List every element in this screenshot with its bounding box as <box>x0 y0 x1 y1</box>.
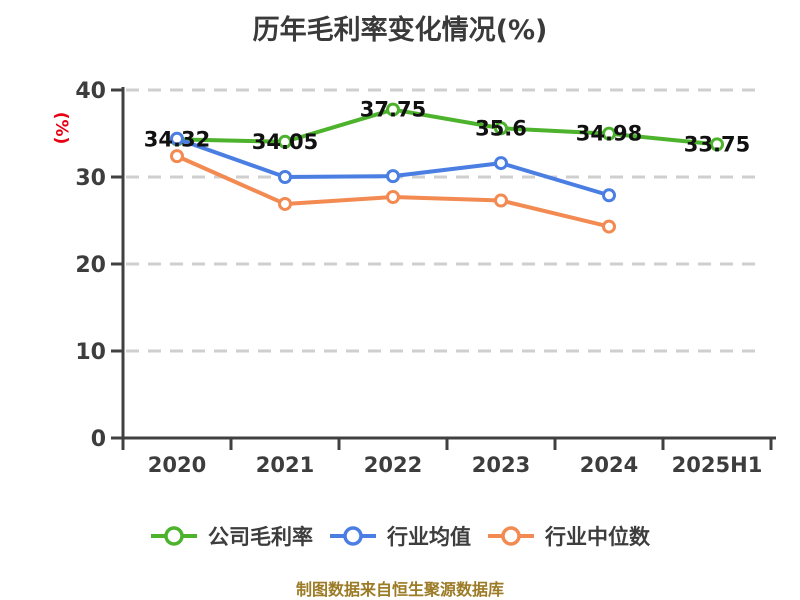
value-label: 37.75 <box>360 98 426 122</box>
legend-line-marker-icon <box>330 526 376 546</box>
data-point <box>494 156 508 171</box>
data-point <box>386 169 400 184</box>
x-tick-label: 2020 <box>148 453 206 477</box>
data-point <box>602 219 616 234</box>
legend: 公司毛利率 行业均值 行业中位数 <box>0 521 800 551</box>
legend-marker-circle <box>164 526 184 546</box>
y-tick-label: 10 <box>75 340 106 365</box>
data-point <box>278 196 292 211</box>
x-tick-label: 2024 <box>580 453 638 477</box>
data-point <box>170 131 184 146</box>
y-tick-label: 40 <box>75 79 106 104</box>
data-point <box>278 170 292 184</box>
data-point <box>602 188 616 203</box>
legend-item-0: 公司毛利率 <box>150 521 313 551</box>
x-tick-label: 2025H1 <box>672 453 763 477</box>
legend-label: 行业中位数 <box>545 525 650 549</box>
legend-line-marker-icon <box>151 526 197 546</box>
value-label: 34.05 <box>252 130 318 154</box>
data-point <box>494 121 508 136</box>
data-point <box>170 149 184 164</box>
legend-marker-circle <box>343 526 363 546</box>
legend-item-2: 行业中位数 <box>487 521 650 551</box>
data-point <box>278 134 292 149</box>
legend-line-marker-icon <box>488 526 534 546</box>
data-point <box>386 102 400 117</box>
y-tick-label: 20 <box>75 253 106 278</box>
data-point <box>602 126 616 141</box>
value-label: 33.75 <box>684 132 750 156</box>
legend-item-1: 行业均值 <box>329 521 471 551</box>
value-label: 34.32 <box>144 127 210 151</box>
x-tick-label: 2022 <box>364 453 422 477</box>
data-point <box>386 190 400 205</box>
value-label: 35.6 <box>475 116 527 140</box>
x-tick-label: 2023 <box>472 453 530 477</box>
data-point <box>710 137 724 152</box>
x-tick-label: 2021 <box>256 453 314 477</box>
legend-marker-circle <box>501 526 521 546</box>
series-line-0 <box>175 107 719 147</box>
legend-label: 行业均值 <box>387 525 471 549</box>
value-label: 34.98 <box>576 122 642 146</box>
legend-label: 公司毛利率 <box>208 525 313 549</box>
data-point <box>494 193 508 208</box>
y-tick-label: 0 <box>91 427 106 452</box>
chart-title: 历年毛利率变化情况(%) <box>252 15 548 46</box>
y-tick-label: 30 <box>75 166 106 191</box>
data-source-note: 制图数据来自恒生聚源数据库 <box>295 580 504 599</box>
